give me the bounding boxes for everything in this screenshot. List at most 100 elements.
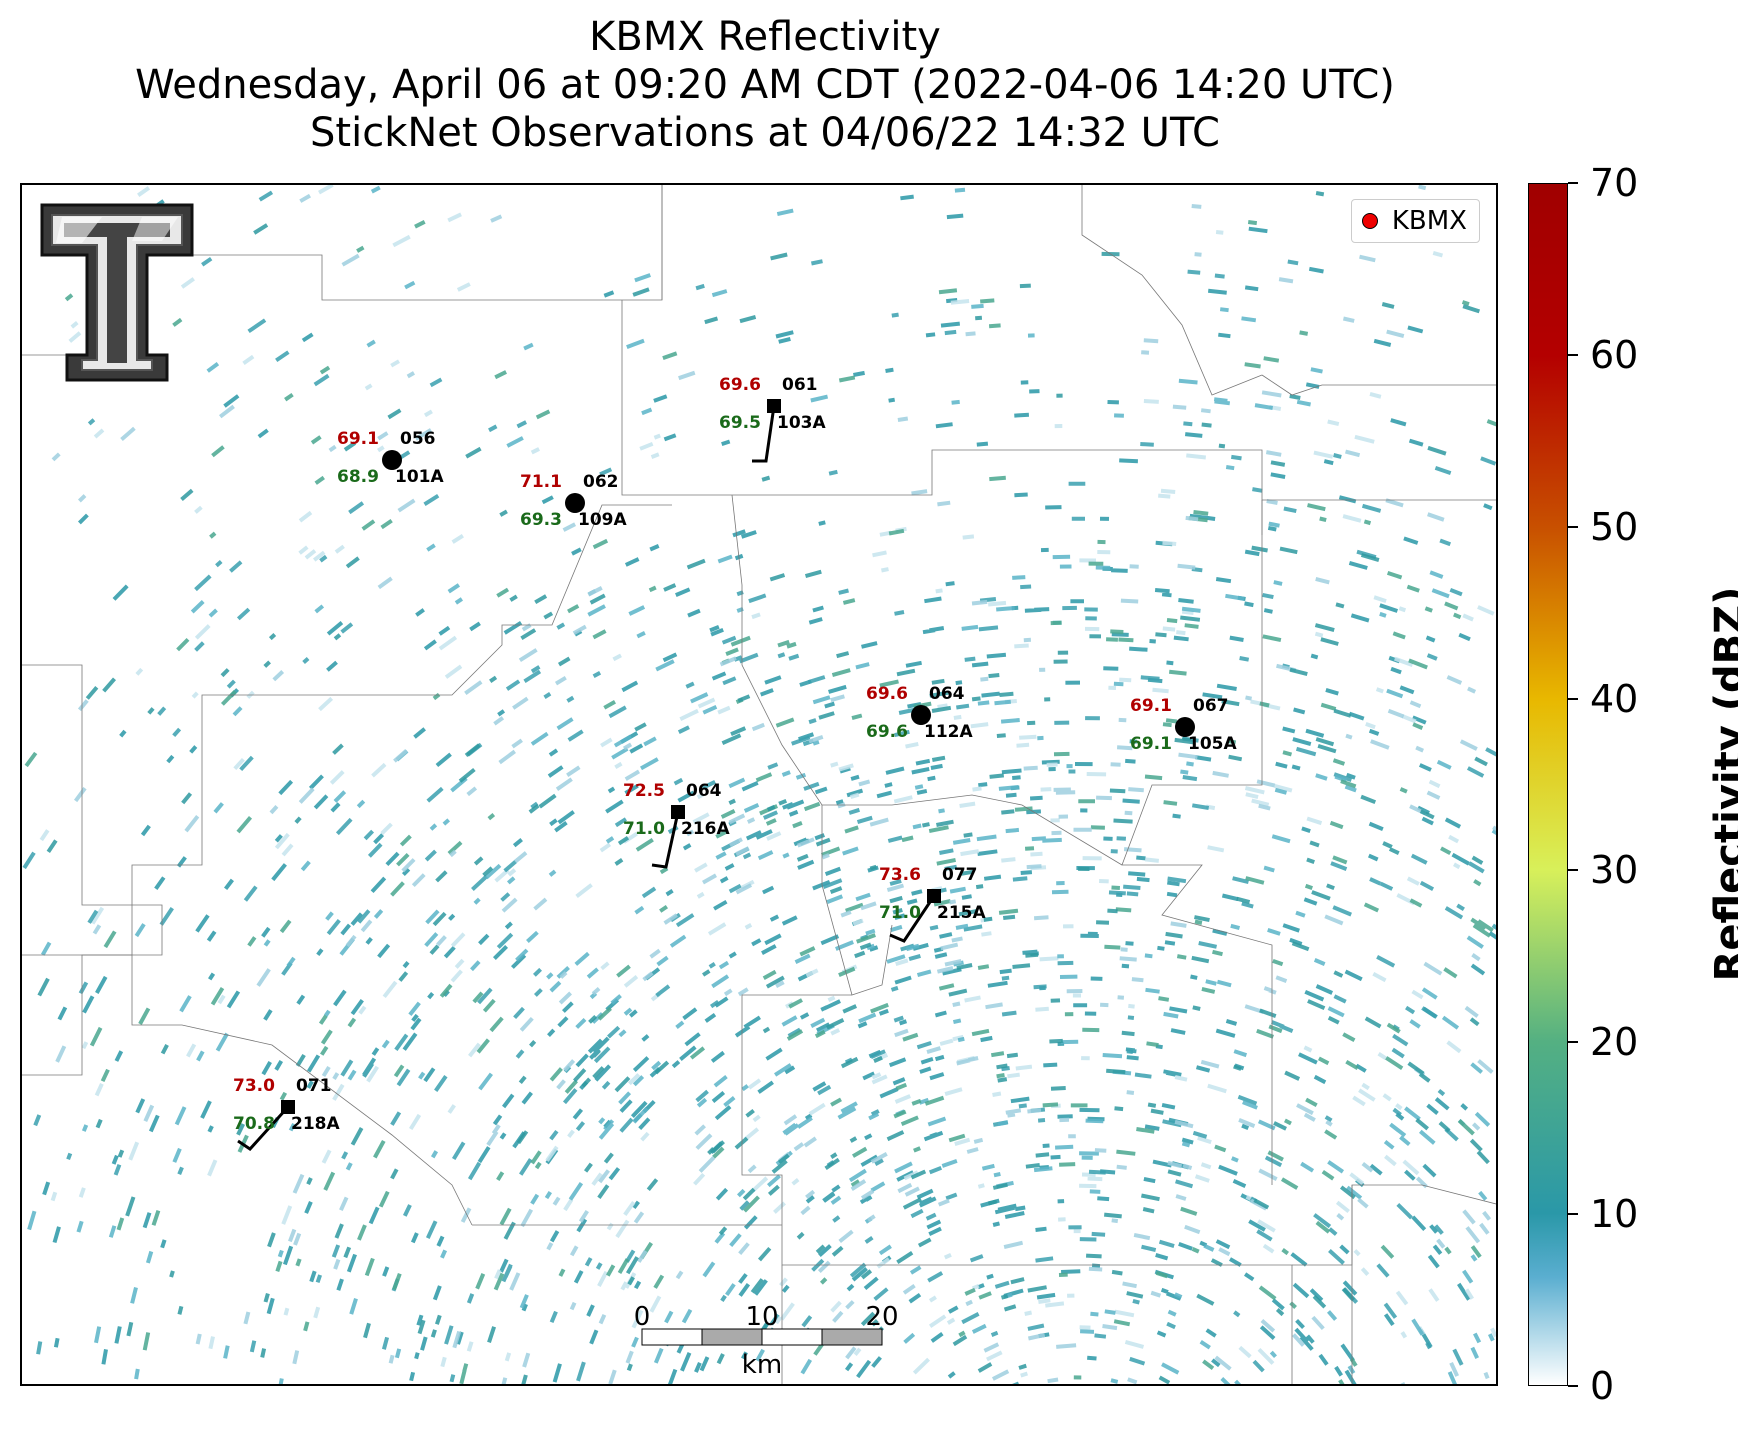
scale-bar-tick-10: 10	[745, 1302, 778, 1332]
station-dewpoint: 71.0	[879, 903, 921, 923]
station-temperature: 73.0	[233, 1076, 275, 1096]
wind-barb	[237, 1105, 290, 1151]
station-temperature: 69.6	[719, 375, 761, 395]
station-circle-marker	[382, 450, 402, 470]
station-105a[interactable]: 69.1 067 69.1 105A	[1130, 696, 1237, 754]
station-temperature: 73.6	[879, 865, 921, 885]
station-temperature: 69.1	[337, 429, 379, 449]
radar-map[interactable]: 69.1 056 68.9 101A 71.1 062 69.3 109A 69.6 061 69.…	[20, 183, 1498, 1386]
station-dewpoint: 69.6	[866, 722, 908, 742]
wind-barb	[752, 405, 776, 463]
county-border	[22, 664, 163, 956]
county-border	[1121, 500, 1273, 1185]
county-border	[1081, 185, 1263, 396]
colorbar-tick-label: 60	[1590, 332, 1639, 377]
colorbar-tick-label: 70	[1590, 161, 1639, 205]
colorbar-tick	[1568, 1385, 1578, 1387]
station-temperature: 71.1	[520, 472, 562, 492]
station-109a[interactable]: 71.1 062 69.3 109A	[520, 472, 627, 530]
colorbar-tick	[1568, 1213, 1578, 1216]
station-215a[interactable]: 73.6 077 71.0 215A	[879, 865, 986, 943]
colorbar-tick-label: 30	[1590, 848, 1639, 893]
county-border	[1261, 374, 1496, 396]
wind-barb	[889, 895, 936, 943]
colorbar-tick-label: 50	[1590, 504, 1639, 549]
station-id: 105A	[1188, 734, 1237, 754]
station-112a[interactable]: 69.6 064 69.6 112A	[866, 684, 973, 742]
station-circle-marker	[565, 493, 585, 513]
station-101a[interactable]: 69.1 056 68.9 101A	[337, 429, 444, 487]
colorbar-tick	[1568, 697, 1578, 700]
double-t-highlight	[56, 217, 102, 243]
station-circle-marker	[1175, 717, 1195, 737]
colorbar-tick-label: 20	[1590, 1020, 1639, 1065]
county-border	[621, 300, 1496, 501]
station-wind-direction: 064	[929, 684, 965, 704]
station-wind-direction: 077	[942, 865, 978, 885]
county-borders	[22, 185, 1496, 1384]
legend-label: KBMX	[1391, 206, 1467, 236]
colorbar-tick-label: 40	[1590, 676, 1639, 721]
reflectivity-echoes	[37, 191, 1490, 1384]
county-border	[131, 504, 672, 955]
map-subtitle-time: Wednesday, April 06 at 09:20 AM CDT (202…	[135, 62, 1395, 108]
station-wind-direction: 067	[1193, 696, 1229, 716]
station-square-marker	[671, 805, 685, 819]
colorbar-tick	[1568, 353, 1578, 356]
station-dewpoint: 69.5	[719, 413, 761, 433]
station-wind-direction: 056	[400, 429, 436, 449]
station-square-marker	[927, 889, 941, 903]
station-id: 109A	[578, 510, 627, 530]
station-id: 112A	[924, 722, 973, 742]
colorbar-tick	[1568, 525, 1578, 528]
reflectivity-echoes	[51, 185, 1496, 1384]
station-dewpoint: 69.3	[520, 510, 562, 530]
map-subtitle-obs: StickNet Observations at 04/06/22 14:32 …	[310, 110, 1220, 156]
station-id: 103A	[777, 413, 826, 433]
double-t-core	[64, 223, 170, 363]
station-wind-direction: 062	[583, 472, 619, 492]
scale-bar: 0 10 20 km	[634, 1302, 899, 1380]
double-t-highlight	[132, 217, 178, 241]
colorbar-tick-label: 0	[1590, 1364, 1615, 1408]
colorbar-tick-label: 10	[1590, 1192, 1639, 1237]
county-border	[731, 494, 1123, 866]
reflectivity-layer	[22, 185, 1496, 1384]
reflectivity-echoes	[39, 185, 1496, 1378]
station-wind-direction: 064	[686, 781, 722, 801]
station-dewpoint: 68.9	[337, 467, 379, 487]
scale-bar-segment	[641, 1328, 703, 1346]
station-103a[interactable]: 69.6 061 69.5 103A	[719, 375, 826, 463]
reflectivity-colorbar	[1528, 183, 1568, 1386]
station-circle-marker	[911, 705, 931, 725]
county-border	[22, 954, 473, 1226]
station-dewpoint: 70.8	[233, 1114, 275, 1134]
colorbar-label: Reflectivity (dBZ)	[1707, 586, 1738, 982]
station-id: 218A	[291, 1114, 340, 1134]
station-temperature: 69.1	[1130, 696, 1172, 716]
map-legend: KBMX	[1350, 199, 1480, 243]
texas-tech-logo	[40, 203, 194, 382]
wind-barb	[651, 811, 680, 869]
station-square-marker	[767, 399, 781, 413]
station-wind-direction: 071	[296, 1076, 332, 1096]
station-id: 101A	[395, 467, 444, 487]
scale-bar-tick-20: 20	[865, 1302, 898, 1332]
station-218a[interactable]: 73.0 071 70.8 218A	[233, 1076, 340, 1151]
map-title: KBMX Reflectivity	[589, 14, 941, 60]
radar-site-marker-icon	[1361, 213, 1378, 229]
station-dewpoint: 69.1	[1130, 734, 1172, 754]
reflectivity-echoes	[24, 220, 1496, 1384]
station-dewpoint: 71.0	[623, 819, 665, 839]
station-216a[interactable]: 72.5 064 71.0 216A	[623, 781, 730, 869]
station-square-marker	[281, 1100, 295, 1114]
colorbar-tick	[1568, 182, 1578, 184]
station-temperature: 72.5	[623, 781, 665, 801]
scale-bar-unit: km	[742, 1350, 782, 1380]
station-wind-direction: 061	[782, 375, 818, 395]
station-id: 216A	[681, 819, 730, 839]
station-temperature: 69.6	[866, 684, 908, 704]
station-id: 215A	[937, 903, 986, 923]
